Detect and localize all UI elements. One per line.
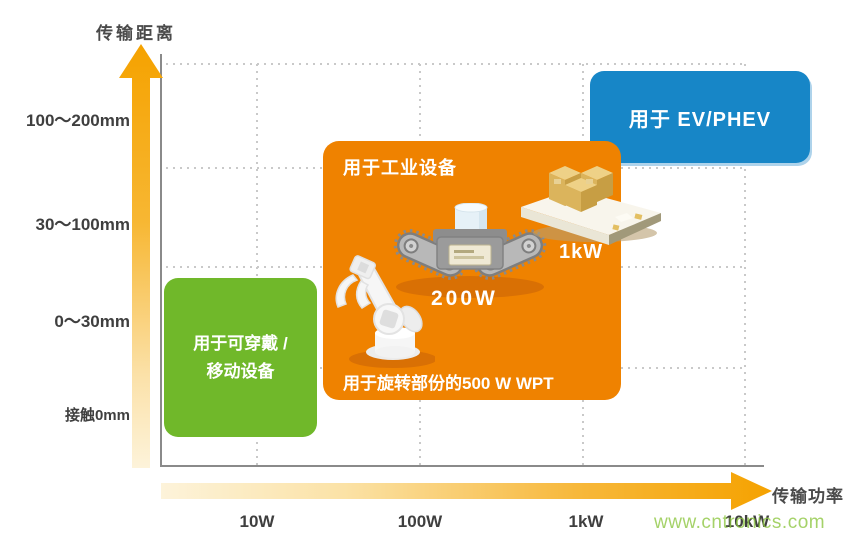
region-wearable-label-line1: 用于可穿戴 /: [193, 333, 288, 353]
robot-arm-icon: [335, 255, 435, 368]
region-industrial-label: 用于工业设备: [343, 158, 457, 178]
region-ev-phev-label: 用于 EV/PHEV: [628, 108, 772, 131]
gridline-vertical: [744, 64, 746, 466]
annotation-rotating-500w-wpt: 用于旋转部份的500 W WPT: [343, 374, 554, 393]
annotation-200w: 200W: [431, 287, 498, 310]
cargo-boxes: [549, 166, 613, 212]
gridline-horizontal: [166, 63, 746, 65]
x-tick-1kw: 1kW: [568, 512, 604, 531]
watermark: www.cntronics.com: [654, 512, 826, 533]
y-tick-0-30mm: 0～30mm: [54, 312, 130, 331]
up-arrow-icon: [119, 44, 163, 468]
region-industrial: 用于工业设备: [323, 141, 661, 400]
y-tick-100-200mm: 100～200mm: [26, 111, 130, 130]
crawler-robot-icon: [393, 203, 547, 298]
y-axis-title: 传输距离: [96, 24, 176, 43]
agv-cargo-icon: [521, 166, 661, 245]
annotation-1kw: 1kW: [559, 241, 604, 263]
right-arrow-icon: [161, 472, 772, 510]
x-tick-10kw: 10kW: [724, 512, 770, 531]
region-wearable-mobile: 用于可穿戴 / 移动设备: [164, 278, 317, 437]
x-tick-100w: 100W: [397, 512, 443, 531]
gridline-vertical: [256, 64, 258, 466]
region-ev-phev: 用于 EV/PHEV: [590, 71, 810, 163]
x-axis-title: 传输功率: [772, 487, 844, 506]
y-tick-contact-0mm: 接触0mm: [64, 407, 130, 424]
y-tick-30-100mm: 30～100mm: [35, 215, 130, 234]
y-axis-line: [160, 54, 162, 466]
x-tick-10w: 10W: [239, 512, 275, 531]
x-axis-line: [160, 465, 764, 467]
region-wearable-label-line2: 移动设备: [206, 361, 275, 381]
